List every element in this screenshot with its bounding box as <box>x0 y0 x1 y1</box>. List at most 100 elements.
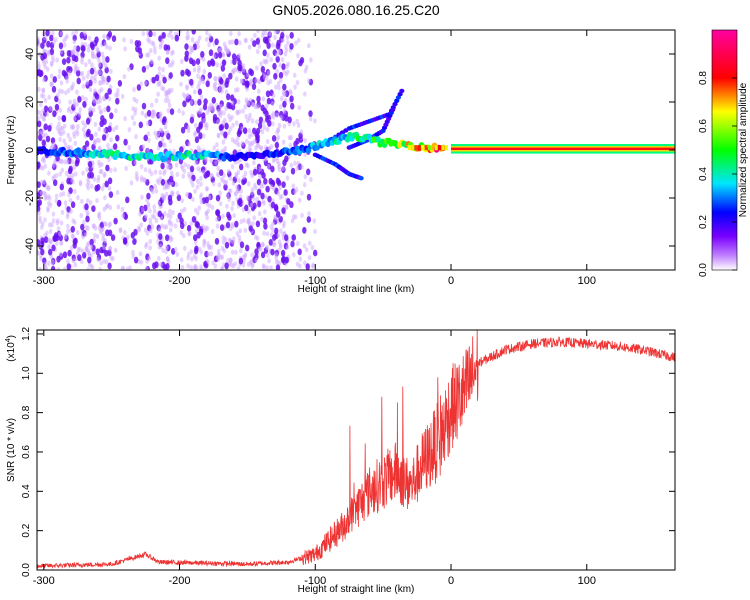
noise-blob <box>245 80 250 88</box>
noise-blob <box>171 59 175 65</box>
noise-blob <box>98 80 102 86</box>
noise-blob <box>59 192 63 198</box>
noise-blob <box>162 195 166 202</box>
noise-blob <box>291 234 296 241</box>
noise-blob <box>103 221 107 227</box>
noise-blob <box>146 131 151 137</box>
noise-blob <box>80 70 85 77</box>
noise-blob <box>115 134 120 142</box>
noise-blob <box>272 234 277 242</box>
noise-blob <box>43 236 49 244</box>
noise-blob <box>254 119 259 125</box>
noise-blob <box>132 87 136 93</box>
noise-blob <box>252 215 256 221</box>
noise-blob <box>237 234 242 241</box>
noise-blob <box>53 179 58 187</box>
noise-blob <box>269 265 273 270</box>
noise-blob <box>235 231 240 237</box>
noise-blob <box>236 266 241 270</box>
noise-blob <box>75 128 79 134</box>
noise-blob <box>203 267 207 270</box>
noise-blob <box>258 166 262 172</box>
noise-blob <box>106 105 111 113</box>
noise-blob <box>165 263 170 270</box>
noise-blob <box>71 258 76 264</box>
noise-blob <box>54 198 59 204</box>
noise-blob <box>47 94 51 100</box>
noise-blob <box>295 118 300 124</box>
noise-blob <box>71 81 76 87</box>
noise-blob <box>57 99 62 105</box>
noise-blob <box>307 43 311 49</box>
noise-blob <box>58 107 63 113</box>
noise-blob <box>154 217 159 224</box>
noise-blob <box>37 181 41 188</box>
noise-blob <box>121 265 125 270</box>
noise-blob <box>174 34 179 42</box>
noise-blob <box>37 205 41 213</box>
noise-blob <box>236 87 240 93</box>
noise-blob <box>37 210 41 216</box>
noise-blob <box>237 64 242 72</box>
noise-blob <box>280 256 286 264</box>
noise-blob <box>306 216 311 223</box>
spectrogram-xtick-label: 0 <box>448 275 454 287</box>
noise-blob <box>231 122 235 128</box>
ridge-blob <box>411 145 414 151</box>
noise-blob <box>102 95 106 101</box>
noise-blob <box>122 74 127 80</box>
noise-blob <box>57 68 62 74</box>
noise-blob <box>123 237 128 244</box>
noise-blob <box>296 122 301 128</box>
noise-blob <box>45 111 49 117</box>
noise-blob <box>197 205 202 211</box>
noise-blob <box>264 37 269 45</box>
noise-blob <box>43 163 48 169</box>
noise-blob <box>157 255 161 261</box>
noise-blob <box>68 99 72 105</box>
noise-blob <box>127 127 132 133</box>
noise-blob <box>274 252 279 258</box>
noise-blob <box>255 220 261 228</box>
noise-blob <box>108 84 113 90</box>
noise-blob <box>274 84 278 90</box>
noise-blob <box>310 245 315 251</box>
noise-blob <box>256 95 261 103</box>
noise-blob <box>89 244 94 250</box>
noise-blob <box>158 243 163 249</box>
noise-blob <box>81 170 85 176</box>
noise-blob <box>81 95 85 101</box>
noise-blob <box>72 133 77 139</box>
noise-blob <box>140 177 144 183</box>
noise-blob <box>37 60 41 66</box>
noise-blob <box>254 248 259 256</box>
noise-blob <box>42 60 46 66</box>
noise-blob <box>67 192 71 198</box>
noise-blob <box>302 182 307 188</box>
noise-blob <box>185 85 189 91</box>
noise-blob <box>194 245 199 253</box>
noise-blob <box>92 140 97 146</box>
noise-blob <box>171 209 175 216</box>
noise-blob <box>220 266 224 270</box>
noise-blob <box>252 168 258 176</box>
noise-blob <box>143 167 148 173</box>
noise-blob <box>46 40 51 48</box>
noise-blob <box>196 210 200 216</box>
noise-blob <box>238 257 244 265</box>
noise-blob <box>62 251 68 259</box>
noise-blob <box>307 255 312 261</box>
noise-blob <box>81 83 86 89</box>
noise-blob <box>227 196 231 203</box>
noise-blob <box>95 233 100 239</box>
noise-blob <box>100 51 105 57</box>
noise-blob <box>276 127 281 134</box>
noise-blob <box>97 226 102 232</box>
noise-blob <box>202 103 208 111</box>
noise-blob <box>175 251 180 257</box>
noise-blob <box>193 89 197 95</box>
noise-blob <box>43 123 48 131</box>
stable-band-core <box>451 147 675 150</box>
noise-blob <box>196 43 200 50</box>
noise-blob <box>146 64 150 70</box>
